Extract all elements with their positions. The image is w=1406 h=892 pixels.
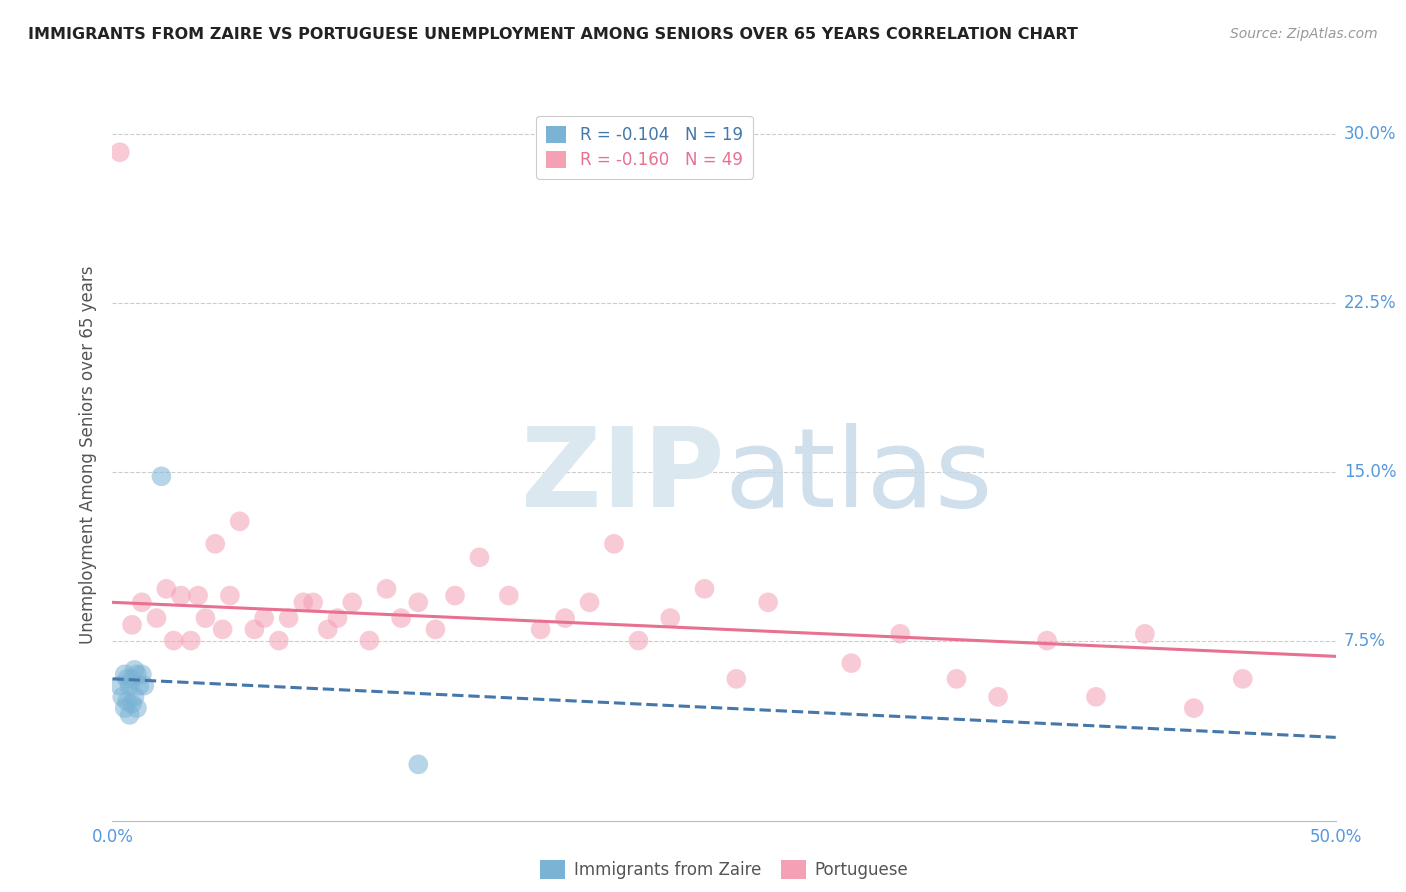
Point [121, 617, 143, 632]
Point [134, 679, 156, 693]
Point [408, 757, 430, 772]
Text: 30.0%: 30.0% [1344, 125, 1396, 144]
Text: ZIP: ZIP [520, 424, 724, 531]
Point [114, 667, 136, 681]
Point [316, 623, 339, 637]
Text: atlas: atlas [724, 424, 993, 531]
Point [425, 623, 447, 637]
Point [124, 663, 146, 677]
Point [131, 595, 153, 609]
Point [498, 589, 520, 603]
Point [108, 145, 131, 160]
Point [118, 679, 141, 693]
Point [444, 589, 467, 603]
Point [204, 537, 226, 551]
Point [603, 537, 626, 551]
Point [554, 611, 576, 625]
Point [945, 672, 967, 686]
Point [529, 623, 551, 637]
Point [114, 701, 136, 715]
Point [277, 611, 299, 625]
Point [121, 672, 143, 686]
Point [756, 595, 779, 609]
Point [125, 667, 148, 681]
Text: 7.5%: 7.5% [1344, 632, 1386, 649]
Point [693, 582, 716, 596]
Point [987, 690, 1010, 704]
Point [267, 633, 290, 648]
Point [150, 469, 173, 483]
Point [187, 589, 209, 603]
Point [389, 611, 412, 625]
Point [194, 611, 217, 625]
Point [155, 582, 177, 596]
Point [326, 611, 349, 625]
Point [359, 633, 381, 648]
Point [839, 656, 862, 670]
Point [1232, 672, 1254, 686]
Text: Source: ZipAtlas.com: Source: ZipAtlas.com [1230, 27, 1378, 41]
Point [170, 589, 193, 603]
Point [342, 595, 364, 609]
Text: 22.5%: 22.5% [1344, 294, 1396, 312]
Point [302, 595, 325, 609]
Point [128, 679, 150, 693]
Point [115, 672, 138, 686]
Point [408, 595, 430, 609]
Point [1036, 633, 1059, 648]
Point [1084, 690, 1107, 704]
Point [292, 595, 315, 609]
Y-axis label: Unemployment Among Seniors over 65 years: Unemployment Among Seniors over 65 years [79, 266, 97, 644]
Point [131, 667, 153, 681]
Point [219, 589, 242, 603]
Point [659, 611, 682, 625]
Text: IMMIGRANTS FROM ZAIRE VS PORTUGUESE UNEMPLOYMENT AMONG SENIORS OVER 65 YEARS COR: IMMIGRANTS FROM ZAIRE VS PORTUGUESE UNEM… [28, 27, 1078, 42]
Legend: Immigrants from Zaire, Portuguese: Immigrants from Zaire, Portuguese [533, 853, 915, 886]
Point [118, 707, 141, 722]
Point [228, 514, 250, 528]
Point [627, 633, 650, 648]
Point [124, 690, 146, 704]
Point [725, 672, 748, 686]
Point [121, 697, 143, 711]
Point [1133, 627, 1156, 641]
Point [375, 582, 398, 596]
Point [145, 611, 167, 625]
Point [115, 694, 138, 708]
Point [163, 633, 186, 648]
Point [125, 701, 148, 715]
Point [243, 623, 266, 637]
Point [211, 623, 233, 637]
Text: 15.0%: 15.0% [1344, 463, 1396, 481]
Point [889, 627, 911, 641]
Point [1182, 701, 1205, 715]
Point [578, 595, 600, 609]
Point [468, 550, 491, 565]
Point [111, 690, 134, 704]
Point [108, 679, 131, 693]
Point [253, 611, 276, 625]
Point [180, 633, 202, 648]
